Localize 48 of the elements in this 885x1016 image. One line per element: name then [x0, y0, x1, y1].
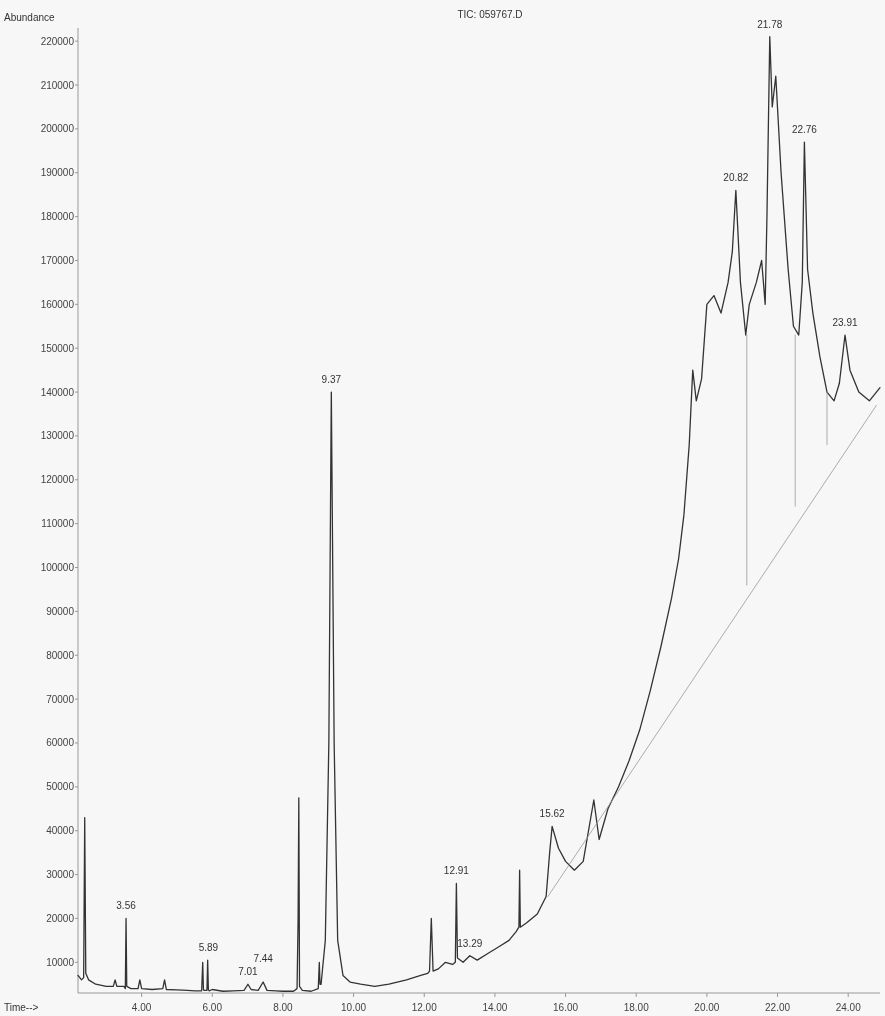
- y-tick-label: 200000: [40, 123, 75, 135]
- y-tick-label: 210000: [40, 79, 75, 91]
- annotation: 23.91: [832, 317, 858, 329]
- y-tick-label: 160000: [40, 298, 75, 310]
- y-tick-label: 80000: [46, 649, 75, 661]
- y-tick-label: 30000: [46, 869, 75, 881]
- annotation: 22.76: [791, 124, 818, 136]
- annotation: 21.78: [757, 18, 783, 30]
- y-tick-label: 90000: [46, 605, 75, 617]
- y-tick-label: 180000: [40, 211, 75, 223]
- x-tick-label: 6.00: [202, 1002, 223, 1013]
- y-tick-label: 190000: [40, 167, 75, 179]
- y-axis-title: Abundance: [4, 12, 56, 23]
- y-tick-label: 50000: [46, 781, 75, 793]
- x-tick-label: 8.00: [273, 1002, 294, 1013]
- x-tick-label: 24.00: [835, 1002, 862, 1013]
- annotation: 3.56: [116, 900, 137, 912]
- y-tick-label: 100000: [40, 562, 75, 574]
- y-tick-label: 10000: [46, 956, 75, 968]
- y-tick-label: 170000: [40, 254, 75, 266]
- x-tick-label: 4.00: [131, 1002, 152, 1013]
- y-tick-label: 140000: [40, 386, 75, 398]
- y-tick-label: 60000: [46, 737, 75, 749]
- x-tick-label: 22.00: [765, 1002, 791, 1013]
- x-tick-label: 12.00: [411, 1002, 438, 1013]
- y-tick-label: 220000: [40, 35, 75, 47]
- annotation: 9.37: [321, 374, 342, 386]
- annotation: 5.89: [198, 942, 219, 954]
- y-tick-label: 70000: [46, 693, 75, 705]
- chart-title: TIC: 059767.D: [457, 9, 523, 20]
- annotation: 12.91: [443, 865, 470, 877]
- x-tick-label: 16.00: [553, 1002, 579, 1013]
- x-tick-label: 18.00: [623, 1002, 650, 1013]
- y-tick-label: 120000: [40, 474, 75, 486]
- annotation: 7.01: [238, 966, 259, 978]
- annotation: 20.82: [723, 172, 749, 184]
- annotation: 15.62: [539, 808, 566, 820]
- x-tick-label: 10.00: [341, 1002, 367, 1013]
- y-tick-label: 20000: [46, 912, 75, 924]
- x-axis-title: Time-->: [4, 1002, 39, 1013]
- y-tick-label: 130000: [40, 430, 75, 442]
- y-tick-label: 150000: [40, 342, 75, 354]
- x-tick-label: 20.00: [694, 1002, 720, 1013]
- annotation: 13.29: [457, 937, 483, 949]
- y-tick-label: 40000: [46, 825, 75, 837]
- y-tick-label: 110000: [41, 518, 75, 530]
- x-tick-label: 14.00: [482, 1002, 508, 1013]
- annotation: 7.44: [253, 953, 274, 965]
